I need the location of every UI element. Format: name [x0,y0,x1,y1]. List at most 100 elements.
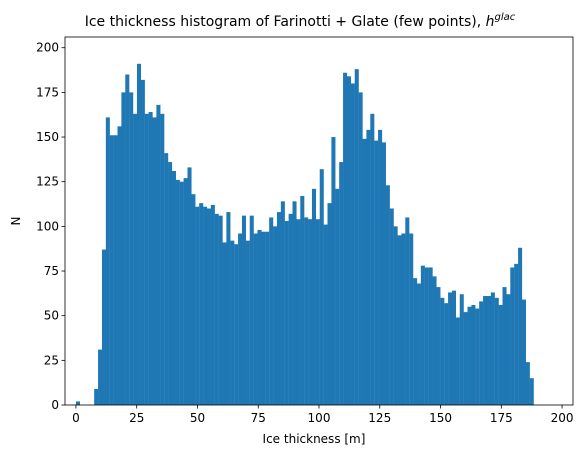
histogram-bar [109,135,114,405]
y-tick-label: 175 [36,85,59,99]
histogram-bar [471,304,476,405]
histogram-bar [370,113,375,405]
histogram-bar [525,362,530,405]
histogram-bar [280,201,285,405]
histogram-bar [191,194,196,405]
histogram-bar [327,203,332,405]
histogram-bar [521,299,526,405]
histogram-bar [424,267,429,405]
histogram-bar [343,72,348,405]
histogram-bar [346,76,351,406]
histogram-bar [168,162,173,405]
histogram-bar [129,92,134,405]
histogram-bar [518,247,523,405]
histogram-bar [467,306,472,405]
y-axis-ticks: 0 25 50 75 100 125 150 175 200 [36,41,65,412]
histogram-bar [152,117,157,405]
histogram-bar [238,233,243,405]
histogram-bar [405,217,410,405]
histogram-bar [222,242,227,405]
y-tick-label: 150 [36,130,59,144]
histogram-bar [444,303,449,405]
histogram-bar [136,63,141,406]
histogram-bar [257,229,262,405]
histogram-bar [179,181,184,405]
histogram-bar [479,301,484,405]
histogram-bar [486,296,491,405]
histogram-bar [261,231,266,405]
histogram-bar [164,153,169,405]
histogram-bar [440,297,445,405]
histogram-bar [241,215,246,405]
histogram-bar [335,188,340,405]
x-tick-label: 75 [251,411,266,425]
x-tick-label: 25 [129,411,144,425]
histogram-bar [187,167,192,405]
histogram-bar [171,170,176,405]
histogram-bar [195,206,200,405]
histogram-bar [448,292,453,405]
histogram-bar [397,235,402,405]
histogram-bar [218,215,223,405]
histogram-bar [292,201,297,405]
y-tick-label: 100 [36,219,59,233]
histogram-bar [117,126,122,405]
histogram-bar [311,188,316,405]
histogram-bar [156,104,161,405]
x-tick-label: 125 [368,411,391,425]
y-tick-label: 75 [44,264,59,278]
histogram-bar [245,240,250,405]
histogram-bar [133,113,138,405]
histogram-bar [510,267,515,405]
histogram-bar [125,74,130,405]
histogram-bar [253,233,258,405]
histogram-bar [490,292,495,405]
histogram-bar [113,135,118,405]
histogram-bar [308,219,313,405]
histogram-bar [315,219,320,405]
histogram-bar [175,179,180,405]
histogram-bar [284,221,289,405]
histogram-bar [358,92,363,405]
x-tick-label: 0 [72,411,80,425]
histogram-bar [183,178,188,405]
histogram-bar [385,185,390,405]
x-tick-label: 175 [490,411,513,425]
histogram-bar [265,231,270,405]
histogram-bar [436,287,441,405]
histogram-bar [451,290,456,405]
histogram-bar [160,113,165,405]
histogram-bar [101,249,106,405]
y-tick-label: 125 [36,175,59,189]
histogram-bar [230,240,235,405]
histogram-bar [354,69,359,405]
histogram-bar [206,208,211,405]
histogram-bar [226,212,231,405]
histogram-bar [381,142,386,405]
histogram-bar [144,113,149,405]
histogram-bar [420,265,425,405]
x-axis-ticks: 0 25 50 75 100 125 150 175 200 [72,405,574,425]
histogram-bar [428,267,433,405]
histogram-bar [199,203,204,405]
histogram-bar [378,129,383,405]
histogram-bar [319,169,324,405]
histogram-bar [409,233,414,405]
histogram-bar [105,117,110,405]
histogram-bar [148,112,153,405]
histogram-bar [366,129,371,405]
histogram-bar [401,233,406,405]
x-axis-label: Ice thickness [m] [263,432,366,446]
x-tick-label: 50 [190,411,205,425]
histogram-bar [214,213,219,405]
y-tick-label: 200 [36,41,59,55]
histogram-bar [432,276,437,405]
histogram-bar [98,349,103,405]
histogram-bar [210,204,215,405]
histogram-bar [455,317,460,405]
histogram-bar [140,79,145,406]
histogram-bar [416,283,421,405]
histogram-bar [288,213,293,405]
histogram-bar [350,83,355,405]
